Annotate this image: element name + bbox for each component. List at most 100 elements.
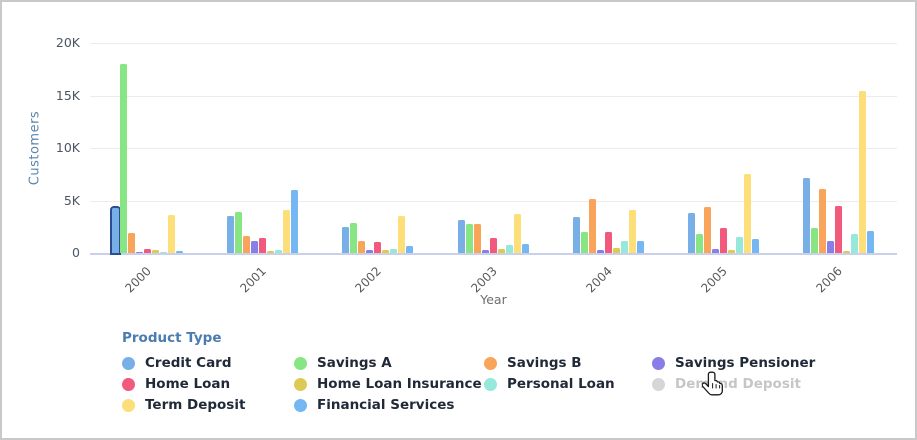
gridline (90, 200, 897, 202)
legend-item[interactable]: Savings A (294, 355, 484, 371)
bar[interactable] (688, 213, 696, 253)
bar[interactable] (859, 91, 867, 253)
legend-item-label: Savings Pensioner (675, 355, 816, 371)
legend-item-label: Term Deposit (145, 397, 246, 413)
bar[interactable] (819, 189, 827, 253)
legend-item[interactable]: Home Loan Insurance (294, 376, 484, 392)
bar[interactable] (752, 239, 760, 253)
bar[interactable] (457, 220, 465, 253)
bar[interactable] (250, 241, 258, 253)
legend-item-label: Demand Deposit (675, 376, 801, 392)
bar[interactable] (167, 215, 175, 253)
legend-item-label: Savings B (507, 355, 582, 371)
bar[interactable] (226, 216, 234, 253)
legend-dot-icon (122, 356, 135, 370)
bar[interactable] (835, 206, 843, 253)
bar[interactable] (497, 249, 505, 253)
bar[interactable] (704, 207, 712, 253)
chart-plot-area: 0 5K 10K 15K 20K 2000 2001 2002 2003 2004 2005 2006 (2, 2, 915, 322)
bar[interactable] (350, 223, 358, 253)
bar[interactable] (612, 248, 620, 253)
bar[interactable] (827, 241, 835, 253)
x-axis-title: Year (480, 292, 507, 307)
legend-dot-icon (484, 356, 497, 370)
bar[interactable] (342, 227, 350, 253)
legend-dot-icon (122, 398, 135, 412)
legend-item[interactable]: Home Loan (122, 376, 294, 392)
bar[interactable] (728, 250, 736, 253)
bar[interactable] (109, 206, 121, 255)
bar[interactable] (258, 238, 266, 253)
bar[interactable] (398, 216, 406, 253)
bar[interactable] (159, 252, 167, 253)
bar[interactable] (135, 252, 143, 253)
bar[interactable] (588, 199, 596, 253)
bar[interactable] (282, 210, 290, 253)
bar[interactable] (374, 242, 382, 253)
legend-item[interactable]: Financial Services (294, 397, 484, 413)
legend-dot-icon (294, 356, 307, 370)
y-tick-label: 0 (72, 245, 80, 260)
legend-dot-icon (294, 398, 307, 412)
bar[interactable] (119, 64, 127, 253)
bar[interactable] (628, 210, 636, 253)
bar[interactable] (127, 233, 135, 253)
bar[interactable] (580, 232, 588, 253)
bar[interactable] (382, 250, 390, 253)
bar[interactable] (803, 178, 811, 253)
bar[interactable] (358, 241, 366, 253)
legend-dot-icon (122, 377, 135, 391)
bar[interactable] (481, 250, 489, 253)
bar[interactable] (696, 234, 704, 253)
legend-item[interactable]: Savings B (484, 355, 652, 371)
bar[interactable] (175, 251, 183, 253)
bar[interactable] (473, 224, 481, 253)
bar[interactable] (505, 245, 513, 253)
bar[interactable] (521, 244, 529, 253)
bar[interactable] (620, 241, 628, 253)
y-tick-label: 5K (63, 192, 80, 208)
bar[interactable] (720, 228, 728, 253)
bar[interactable] (406, 246, 414, 253)
bar[interactable] (465, 224, 473, 253)
legend-dot-icon (294, 377, 307, 391)
legend-item-label: Home Loan (145, 376, 231, 392)
bar[interactable] (274, 250, 282, 253)
bar[interactable] (366, 250, 374, 253)
legend-item-label: Financial Services (317, 397, 455, 413)
bar[interactable] (513, 214, 521, 253)
bar[interactable] (811, 228, 819, 253)
gridline (90, 43, 897, 44)
legend-item[interactable]: Savings Pensioner (652, 355, 912, 371)
bar[interactable] (744, 174, 752, 253)
legend-item[interactable]: Term Deposit (122, 397, 294, 413)
bar[interactable] (489, 238, 497, 253)
bar[interactable] (572, 217, 580, 253)
bar[interactable] (636, 241, 644, 253)
y-axis-title: Customers (27, 110, 43, 186)
bar[interactable] (596, 250, 604, 253)
legend-dot-icon (484, 377, 497, 391)
bar[interactable] (867, 231, 875, 253)
bar[interactable] (151, 250, 159, 253)
bar[interactable] (851, 234, 859, 253)
legend-item[interactable]: Demand Deposit (652, 376, 912, 392)
bar[interactable] (390, 249, 398, 253)
bar[interactable] (234, 212, 242, 253)
legend-grid: Credit Card Savings A Savings B Savings Pen… (122, 355, 912, 413)
legend-item[interactable]: Credit Card (122, 355, 294, 371)
y-tick-label: 10K (55, 140, 80, 155)
legend-title: Product Type (122, 330, 222, 346)
bar[interactable] (290, 190, 298, 253)
bar[interactable] (736, 237, 744, 253)
bar[interactable] (843, 251, 851, 253)
bar[interactable] (604, 232, 612, 253)
bar[interactable] (143, 249, 151, 253)
bar[interactable] (266, 251, 274, 253)
legend-item[interactable]: Personal Loan (484, 376, 652, 392)
bar[interactable] (712, 249, 720, 253)
legend-dot-icon (652, 377, 665, 391)
legend-item-label: Personal Loan (507, 376, 615, 392)
bar[interactable] (242, 236, 250, 253)
